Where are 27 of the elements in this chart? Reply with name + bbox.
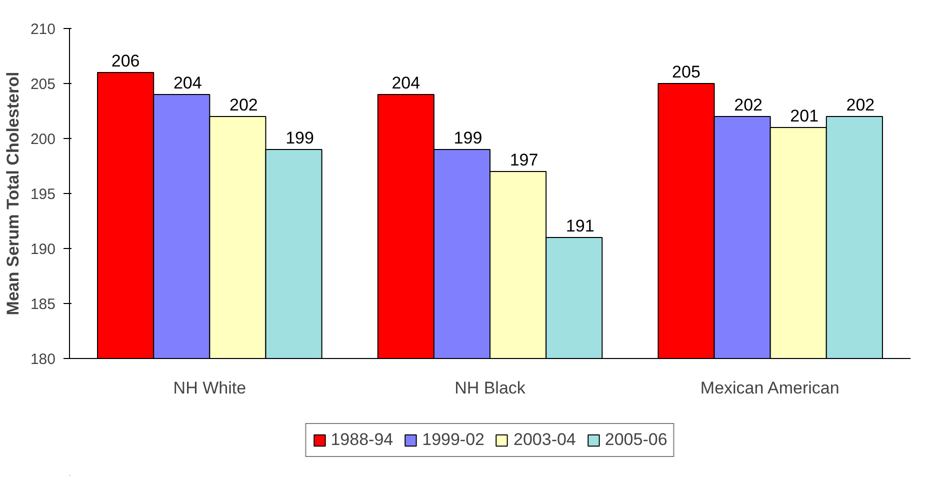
data-label: 202 bbox=[846, 96, 875, 114]
y-tick-label: 180 bbox=[30, 351, 56, 368]
data-label: 205 bbox=[672, 62, 700, 82]
legend-label: 2005-06 bbox=[604, 430, 668, 450]
legend-label: 1988-94 bbox=[330, 430, 394, 450]
data-label: 204 bbox=[173, 74, 202, 92]
y-tick-label: 195 bbox=[30, 186, 56, 203]
y-tick-label: 200 bbox=[30, 131, 56, 148]
data-label: 199 bbox=[454, 128, 482, 148]
x-tick-label: NH White bbox=[173, 378, 246, 398]
y-axis-title: Mean Serum Total Cholesterol bbox=[3, 72, 22, 316]
data-label: 197 bbox=[510, 150, 538, 170]
y-tick-label: 210 bbox=[30, 21, 56, 38]
data-label: 191 bbox=[566, 216, 594, 236]
data-label: 202 bbox=[230, 96, 258, 114]
y-tick-label: 205 bbox=[30, 76, 56, 93]
legend-label: 2003-04 bbox=[514, 430, 576, 450]
y-tick-label: 185 bbox=[30, 296, 56, 313]
data-label: 201 bbox=[790, 106, 819, 126]
data-label: 202 bbox=[734, 96, 762, 114]
legend-label: 1999-02 bbox=[422, 430, 484, 450]
data-label: 204 bbox=[392, 74, 420, 92]
y-tick-label: 190 bbox=[30, 241, 56, 258]
x-tick-label: Mexican American bbox=[700, 378, 840, 398]
x-tick-label: NH Black bbox=[454, 378, 526, 398]
data-label: 206 bbox=[111, 52, 140, 70]
data-label: 199 bbox=[286, 128, 314, 148]
